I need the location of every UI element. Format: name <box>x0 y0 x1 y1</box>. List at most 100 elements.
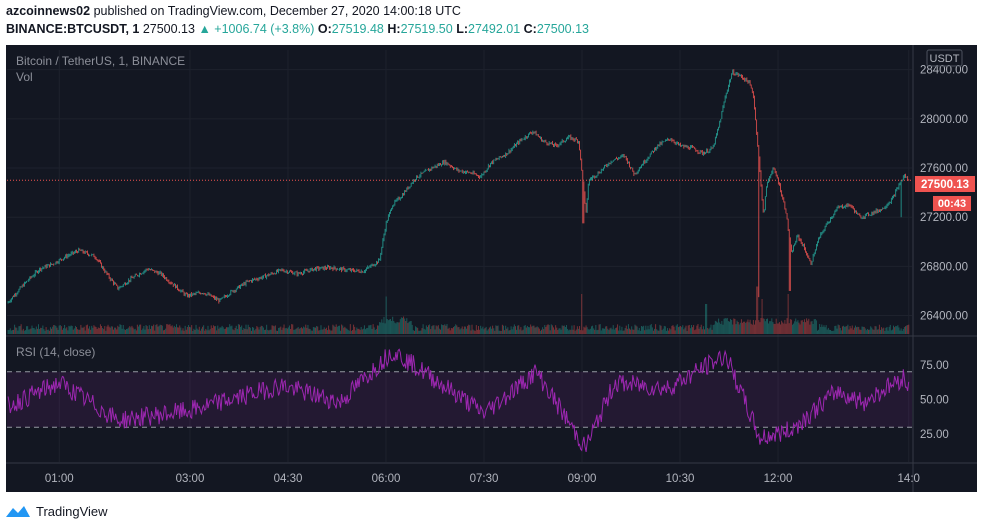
volume-bar <box>471 324 473 334</box>
price-tick-label: 28000.00 <box>920 114 968 126</box>
volume-bar <box>589 328 591 334</box>
volume-bar <box>656 329 658 334</box>
tradingview-logo[interactable]: TradingView <box>4 502 108 520</box>
price-tick-label: 27200.00 <box>920 212 968 224</box>
volume-bar <box>541 329 543 334</box>
volume-bar <box>19 326 21 334</box>
volume-bar <box>507 327 509 334</box>
volume-bar <box>622 330 624 334</box>
volume-bar <box>193 328 195 334</box>
volume-bar <box>166 324 168 334</box>
volume-bar <box>549 330 551 334</box>
volume-bar <box>216 330 218 334</box>
volume-bar <box>345 328 347 334</box>
volume-bar <box>324 328 326 334</box>
volume-bar <box>674 330 676 334</box>
volume-bar <box>783 323 785 334</box>
volume-bar <box>675 325 677 334</box>
volume-bar <box>124 329 126 334</box>
volume-bar <box>824 327 826 334</box>
volume-bar <box>222 327 224 334</box>
volume-bar <box>718 318 720 334</box>
volume-bar <box>654 328 656 334</box>
volume-bar <box>22 328 24 334</box>
volume-bar <box>448 327 450 334</box>
volume-bar <box>10 330 12 334</box>
volume-bar <box>393 320 395 334</box>
volume-bar <box>164 329 166 334</box>
volume-bar <box>538 328 540 334</box>
volume-bar <box>304 327 306 334</box>
axes: 26400.00 26800.00 27200.00 27600.00 28000.00… <box>6 45 977 492</box>
volume-bar <box>56 327 58 334</box>
volume-bar <box>737 321 739 334</box>
volume-bar <box>575 329 577 334</box>
volume-bar <box>798 322 800 334</box>
volume-bar <box>629 328 631 334</box>
volume-bar <box>132 327 134 334</box>
volume-bar <box>546 325 548 334</box>
volume-bar <box>101 325 103 334</box>
volume-bar <box>626 328 628 334</box>
volume-bar <box>487 329 489 334</box>
candlesticks <box>7 69 912 304</box>
volume-bar <box>814 318 816 334</box>
volume-bar <box>872 329 874 334</box>
rsi-band <box>7 371 912 428</box>
volume-bar <box>822 326 824 334</box>
volume-bar <box>864 328 866 334</box>
volume-bar <box>665 330 667 334</box>
volume-bar <box>97 327 99 334</box>
volume-bar <box>253 327 255 334</box>
volume-bar <box>292 324 294 334</box>
volume-bar <box>523 325 525 334</box>
volume-bar <box>686 330 688 334</box>
volume-bar <box>661 330 663 334</box>
volume-bar <box>11 330 13 334</box>
volume-bar <box>317 326 319 334</box>
author-name[interactable]: azcoinnews02 <box>6 4 91 18</box>
volume-bar <box>492 325 494 334</box>
volume-bar <box>899 330 901 334</box>
volume-bar <box>208 330 210 334</box>
currency-badge[interactable]: USDT <box>926 49 963 67</box>
volume-bar <box>608 330 610 334</box>
volume-bar <box>885 327 887 334</box>
volume-bar <box>479 329 481 334</box>
volume-bar <box>660 325 662 334</box>
volume-bar <box>755 320 757 334</box>
volume-bar <box>298 328 300 334</box>
volume-bar <box>831 330 833 334</box>
volume-bar <box>460 328 462 334</box>
volume-bar <box>685 325 687 334</box>
volume-bar <box>659 324 661 334</box>
volume-bar <box>802 321 804 334</box>
volume-bar <box>350 330 352 334</box>
volume-bar <box>199 330 201 334</box>
volume-bar <box>734 318 736 334</box>
volume-bar <box>570 329 572 334</box>
volume-bar <box>623 330 625 334</box>
volume-bar <box>231 325 233 334</box>
volume-bar <box>371 328 373 334</box>
volume-bar <box>238 324 240 334</box>
volume-bar <box>522 329 524 334</box>
volume-bar <box>723 318 725 334</box>
volume-bar <box>282 327 284 334</box>
volume-bar <box>604 328 606 334</box>
volume-bar <box>149 328 151 334</box>
volume-bar <box>672 325 674 334</box>
volume-bar <box>763 318 765 334</box>
volume-bar <box>485 326 487 334</box>
volume-bar <box>141 330 143 334</box>
volume-bar <box>749 319 751 334</box>
volume-bar <box>832 330 834 334</box>
volume-bar <box>366 328 368 334</box>
volume-bar <box>288 325 290 334</box>
volume-bar <box>649 325 651 334</box>
volume-bar <box>177 327 179 334</box>
volume-bar <box>64 324 66 334</box>
volume-bar <box>458 327 460 334</box>
volume-bar <box>658 330 660 334</box>
